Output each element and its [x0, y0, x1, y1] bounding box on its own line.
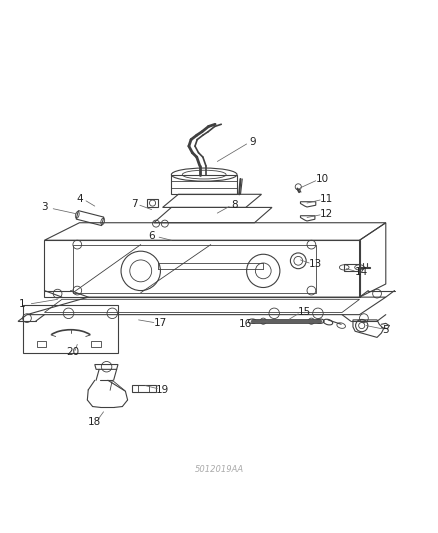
- Text: 12: 12: [319, 209, 332, 219]
- Text: 9: 9: [248, 137, 255, 147]
- Text: 20: 20: [66, 347, 79, 357]
- Text: 13: 13: [308, 260, 321, 269]
- Text: 3: 3: [41, 203, 48, 213]
- Text: 11: 11: [319, 193, 332, 204]
- Text: 10: 10: [315, 174, 328, 184]
- Text: 1: 1: [19, 298, 26, 309]
- Text: 14: 14: [354, 266, 367, 277]
- Text: 7: 7: [131, 199, 137, 209]
- Text: 5: 5: [381, 325, 388, 335]
- Text: 15: 15: [297, 308, 311, 318]
- Text: 18: 18: [88, 417, 101, 427]
- Text: 16: 16: [239, 319, 252, 329]
- Text: 5012019AA: 5012019AA: [194, 465, 244, 474]
- Text: 17: 17: [153, 318, 167, 328]
- Text: 19: 19: [155, 385, 169, 395]
- Text: 8: 8: [231, 200, 237, 210]
- Text: 6: 6: [148, 231, 155, 241]
- Text: 4: 4: [76, 193, 83, 204]
